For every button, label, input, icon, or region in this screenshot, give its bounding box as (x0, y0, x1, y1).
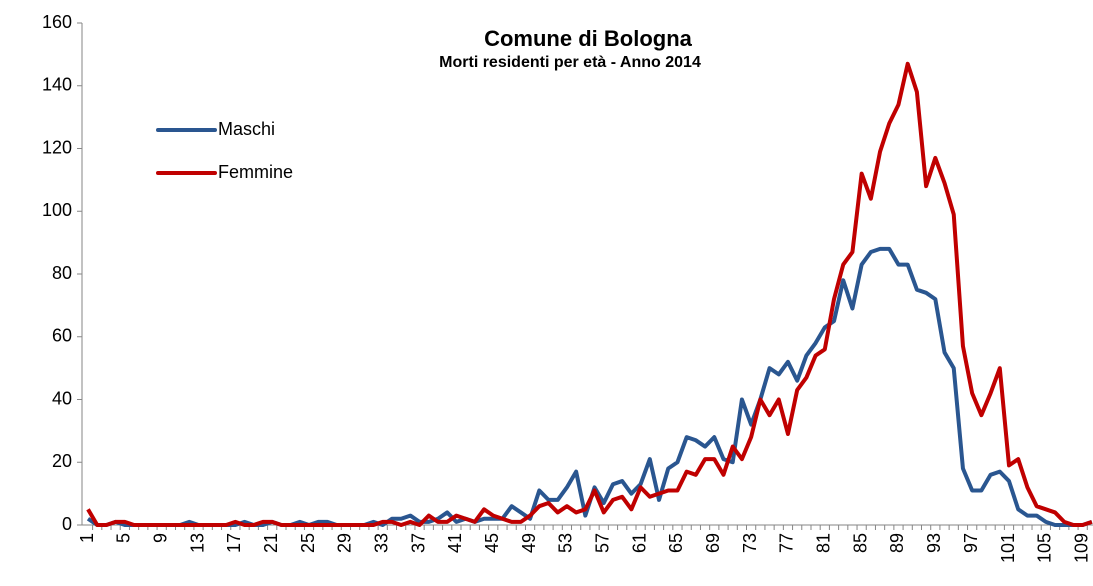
x-tick-label: 81 (814, 533, 834, 553)
y-tick-label: 40 (52, 388, 72, 408)
y-tick-label: 80 (52, 263, 72, 283)
x-tick-label: 69 (703, 533, 723, 553)
y-tick-label: 60 (52, 326, 72, 346)
x-tick-label: 9 (150, 533, 170, 543)
x-tick-label: 21 (261, 533, 281, 553)
x-tick-label: 105 (1035, 533, 1055, 563)
legend-label: Maschi (218, 119, 275, 139)
x-tick-label: 101 (998, 533, 1018, 563)
x-tick-label: 17 (224, 533, 244, 553)
x-tick-label: 29 (335, 533, 355, 553)
x-tick-label: 85 (850, 533, 870, 553)
x-tick-label: 5 (114, 533, 134, 543)
x-tick-label: 77 (777, 533, 797, 553)
y-tick-label: 0 (62, 514, 72, 534)
x-tick-label: 89 (887, 533, 907, 553)
x-tick-label: 93 (924, 533, 944, 553)
x-tick-label: 33 (371, 533, 391, 553)
x-tick-label: 61 (629, 533, 649, 553)
x-tick-label: 1 (77, 533, 97, 543)
x-tick-label: 49 (519, 533, 539, 553)
y-tick-label: 120 (42, 137, 72, 157)
y-tick-label: 20 (52, 451, 72, 471)
x-tick-label: 97 (961, 533, 981, 553)
x-tick-label: 41 (445, 533, 465, 553)
y-tick-label: 100 (42, 200, 72, 220)
legend-label: Femmine (218, 162, 293, 182)
x-tick-label: 65 (666, 533, 686, 553)
x-tick-label: 45 (482, 533, 502, 553)
x-tick-label: 57 (593, 533, 613, 553)
x-tick-label: 53 (556, 533, 576, 553)
chart-title: Comune di Bologna (484, 26, 693, 51)
x-tick-label: 109 (1071, 533, 1091, 563)
y-tick-label: 140 (42, 75, 72, 95)
chart-subtitle: Morti residenti per età - Anno 2014 (439, 54, 701, 71)
series-line (86, 61, 1093, 527)
x-tick-label: 37 (408, 533, 428, 553)
x-tick-label: 25 (298, 533, 318, 553)
x-tick-label: 13 (187, 533, 207, 553)
series-line (86, 246, 1093, 527)
y-tick-label: 160 (42, 12, 72, 32)
x-tick-label: 73 (740, 533, 760, 553)
